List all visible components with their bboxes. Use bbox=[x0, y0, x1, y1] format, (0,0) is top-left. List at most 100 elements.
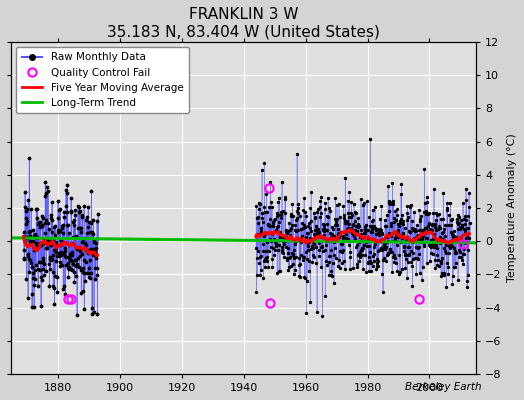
Point bbox=[391, 234, 400, 241]
Point bbox=[455, 254, 464, 260]
Point bbox=[269, 222, 278, 229]
Point bbox=[356, 248, 364, 255]
Point bbox=[389, 198, 397, 204]
Point bbox=[42, 190, 50, 196]
Point bbox=[377, 203, 386, 209]
Point bbox=[86, 257, 94, 263]
Point bbox=[315, 253, 323, 259]
Point bbox=[87, 188, 95, 194]
Point bbox=[29, 238, 37, 244]
Point bbox=[326, 208, 334, 214]
Point bbox=[27, 260, 36, 267]
Point bbox=[266, 223, 275, 229]
Point bbox=[71, 256, 80, 263]
Point bbox=[333, 236, 341, 242]
Text: Berkeley Earth: Berkeley Earth bbox=[406, 382, 482, 392]
Point bbox=[25, 155, 34, 161]
Point bbox=[39, 258, 47, 264]
Point bbox=[93, 272, 101, 278]
Point bbox=[370, 222, 378, 229]
Point bbox=[51, 245, 60, 251]
Point bbox=[460, 250, 468, 257]
Point bbox=[278, 244, 286, 250]
Point bbox=[74, 254, 82, 261]
Point bbox=[293, 214, 301, 221]
Point bbox=[67, 208, 75, 214]
Point bbox=[28, 226, 37, 233]
Point bbox=[303, 222, 312, 229]
Point bbox=[343, 226, 352, 232]
Point bbox=[367, 223, 375, 230]
Point bbox=[267, 198, 276, 205]
Point bbox=[405, 244, 413, 250]
Point bbox=[416, 236, 424, 242]
Point bbox=[281, 228, 290, 234]
Point bbox=[435, 211, 443, 218]
Point bbox=[74, 208, 83, 215]
Point bbox=[261, 255, 270, 261]
Point bbox=[327, 272, 335, 278]
Point bbox=[274, 198, 282, 205]
Point bbox=[330, 280, 338, 286]
Point bbox=[418, 236, 427, 242]
Point bbox=[339, 235, 347, 241]
Point bbox=[77, 229, 85, 235]
Point bbox=[362, 222, 370, 228]
Point bbox=[378, 271, 387, 277]
Point bbox=[402, 210, 411, 216]
Point bbox=[31, 231, 40, 238]
Point bbox=[378, 231, 386, 238]
Point bbox=[370, 250, 378, 257]
Point bbox=[351, 227, 359, 234]
Point bbox=[331, 245, 339, 251]
Point bbox=[437, 260, 445, 266]
Point bbox=[458, 251, 467, 257]
Point bbox=[351, 209, 359, 215]
Point bbox=[291, 222, 299, 228]
Point bbox=[328, 224, 336, 230]
Point bbox=[360, 242, 368, 248]
Point bbox=[257, 266, 265, 273]
Point bbox=[365, 254, 374, 260]
Point bbox=[296, 274, 304, 280]
Point bbox=[265, 222, 273, 228]
Point bbox=[82, 216, 90, 223]
Point bbox=[37, 274, 46, 280]
Point bbox=[354, 224, 363, 230]
Point bbox=[87, 246, 95, 252]
Point bbox=[464, 225, 472, 232]
Point bbox=[335, 257, 343, 263]
Point bbox=[407, 248, 416, 254]
Point bbox=[265, 204, 273, 210]
Point bbox=[463, 284, 471, 290]
Point bbox=[43, 184, 51, 190]
Point bbox=[52, 238, 60, 245]
Point bbox=[319, 226, 328, 232]
Point bbox=[356, 195, 365, 202]
Point bbox=[439, 236, 447, 242]
Point bbox=[438, 255, 446, 261]
Point bbox=[452, 234, 461, 240]
Point bbox=[29, 275, 37, 281]
Point bbox=[33, 214, 41, 221]
Point bbox=[273, 213, 281, 219]
Point bbox=[462, 197, 471, 203]
Point bbox=[59, 286, 67, 292]
Point bbox=[61, 244, 69, 251]
Point bbox=[407, 202, 415, 208]
Point bbox=[84, 204, 92, 211]
Point bbox=[65, 266, 73, 272]
Point bbox=[356, 234, 365, 240]
Point bbox=[57, 242, 66, 248]
Point bbox=[326, 253, 334, 260]
Point bbox=[268, 231, 276, 237]
Point bbox=[360, 199, 368, 206]
Point bbox=[264, 264, 272, 270]
Point bbox=[345, 221, 353, 227]
Point bbox=[359, 244, 367, 251]
Point bbox=[452, 219, 461, 225]
Point bbox=[430, 231, 438, 238]
Point bbox=[383, 238, 391, 245]
Point bbox=[351, 217, 359, 224]
Point bbox=[324, 253, 333, 260]
